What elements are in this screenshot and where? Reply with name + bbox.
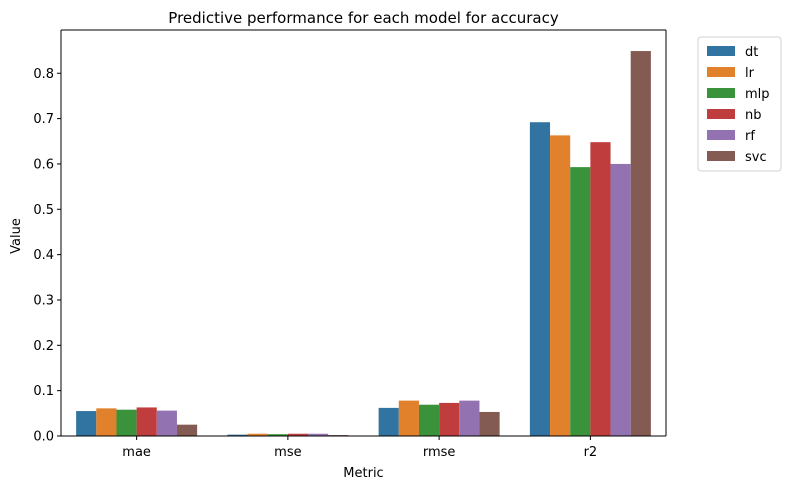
legend-swatch-lr [707,67,735,77]
y-axis-label: Value [9,218,24,254]
bar-dt-rmse [378,407,399,436]
bar-nb-r2 [590,142,611,437]
bar-nb-mse [287,433,309,436]
y-tick-label: 0.2 [33,339,54,354]
bar-rf-rmse [459,400,480,436]
bar-nb-rmse [439,402,460,436]
chart-title: Predictive performance for each model fo… [168,9,559,27]
x-tick-label: mae [122,445,151,460]
bar-lr-mse [247,433,268,436]
bar-mlp-r2 [570,167,591,436]
bar-rf-r2 [610,163,631,437]
legend-label-rf: rf [745,129,755,144]
x-axis: mae mse rmse r2 [122,436,597,460]
bar-rf-mae [156,410,177,436]
legend: dt lr mlp nb rf svc [697,36,782,172]
bar-dt-mae [76,411,97,436]
y-tick-label: 0.8 [33,67,54,82]
x-tick-label: mse [274,445,301,460]
legend-swatch-dt [707,46,735,56]
legend-label-dt: dt [745,45,758,60]
x-axis-label: Metric [343,466,383,481]
bar-svc-r2 [630,51,651,436]
y-axis: 0.0 0.1 0.2 0.3 0.4 0.5 0.6 0.7 0.8 [33,67,61,445]
x-tick-label: r2 [584,445,598,460]
legend-swatch-mlp [707,88,735,98]
y-tick-label: 0.0 [33,430,54,445]
bar-svc-mae [176,424,198,436]
bar-mlp-mse [267,434,288,436]
legend-swatch-svc [707,151,735,161]
bar-rf-mse [308,433,329,436]
bar-dt-mse [227,434,248,436]
bar-mlp-mae [116,409,137,436]
legend-swatch-nb [707,109,735,119]
bar-mlp-rmse [418,404,440,436]
bar-nb-mae [136,407,157,436]
plot-area [60,29,667,437]
y-tick-label: 0.7 [33,112,54,127]
legend-label-svc: svc [745,150,767,165]
y-tick-label: 0.1 [33,384,54,399]
bar-dt-r2 [529,122,551,436]
x-tick-label: rmse [423,445,456,460]
legend-label-nb: nb [745,108,762,123]
y-tick-label: 0.3 [33,293,54,308]
legend-swatch-rf [707,130,735,140]
bar-lr-rmse [398,400,419,436]
y-tick-label: 0.4 [33,248,54,263]
y-tick-label: 0.5 [33,203,54,218]
bar-lr-r2 [550,135,571,436]
legend-box [697,36,782,172]
legend-label-lr: lr [745,66,755,81]
bar-svc-rmse [479,411,500,436]
legend-label-mlp: mlp [745,87,770,102]
y-tick-label: 0.6 [33,157,54,172]
bar-lr-mae [96,408,117,436]
